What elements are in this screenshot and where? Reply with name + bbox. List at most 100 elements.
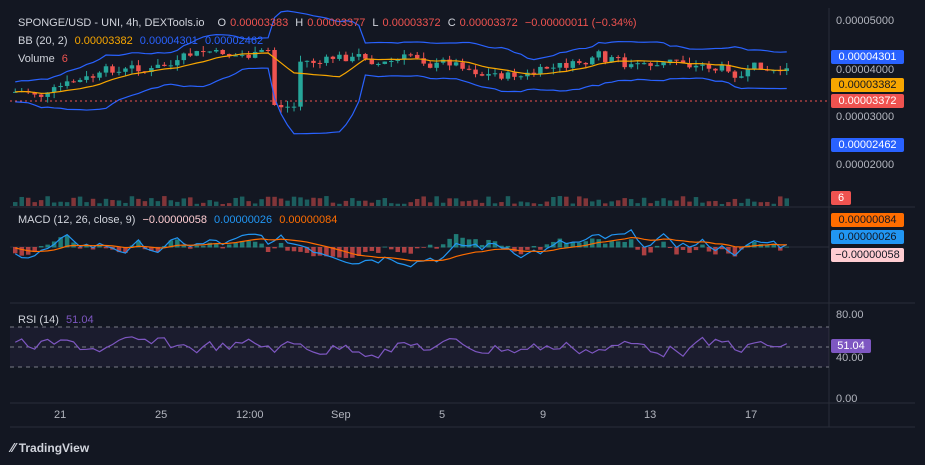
- candle-body: [226, 54, 232, 56]
- candle-body: [421, 58, 426, 64]
- volume-bar: [246, 201, 251, 206]
- candle-body: [486, 73, 491, 76]
- volume-bar: [499, 202, 504, 206]
- volume-bar: [654, 200, 660, 206]
- macd-hist-bar: [168, 240, 174, 248]
- volume-bar: [486, 196, 491, 206]
- macd-hist-bar: [427, 244, 433, 248]
- volume-bar: [466, 200, 472, 206]
- volume-bar: [58, 201, 63, 206]
- macd-hist-bar: [343, 247, 349, 258]
- price-tick: 0.00003000: [836, 111, 895, 123]
- candle-body: [706, 64, 712, 69]
- volume-bar: [363, 200, 368, 206]
- candle-body: [201, 51, 206, 53]
- volume-bar: [71, 197, 76, 206]
- volume-bar: [427, 202, 433, 206]
- bb-legend[interactable]: BB (20, 2) 0.00003382 0.00004301 0.00002…: [18, 35, 267, 47]
- volume-bar: [518, 201, 524, 206]
- volume-bar: [622, 198, 627, 206]
- volume-bar: [389, 203, 394, 206]
- macd-hist-bar: [317, 247, 323, 256]
- candle-body: [376, 63, 381, 65]
- candle-body: [602, 51, 608, 63]
- volume-bar: [149, 198, 154, 206]
- candle-body: [51, 87, 57, 93]
- macd-hist-bar: [136, 240, 141, 248]
- macd-signal-badge: 0.00000084: [831, 213, 904, 227]
- volume-bar: [207, 200, 212, 206]
- candle-body: [116, 71, 122, 73]
- volume-legend[interactable]: Volume 6: [18, 53, 72, 65]
- volume-bar: [479, 202, 485, 206]
- candle-body: [648, 63, 653, 66]
- volume-bar: [376, 199, 381, 206]
- volume-bar: [739, 202, 744, 206]
- candle-body: [693, 65, 699, 68]
- candle-body: [395, 59, 400, 61]
- macd-hist-bar: [661, 241, 666, 248]
- rsi-tick: 0.00: [836, 393, 858, 405]
- macd-legend[interactable]: MACD (12, 26, close, 9) −0.00000058 0.00…: [18, 214, 341, 226]
- macd-hist-bar: [453, 234, 459, 248]
- volume-bar: [473, 199, 478, 206]
- candle-body: [538, 66, 543, 74]
- volume-bar: [544, 201, 550, 206]
- candle-body: [557, 62, 563, 68]
- candle-body: [719, 64, 725, 71]
- macd-hist-bar: [350, 247, 355, 258]
- macd-hist-bar: [97, 245, 102, 248]
- candle-body: [628, 64, 634, 68]
- volume-bar: [317, 198, 323, 206]
- macd-hist-bar: [32, 247, 37, 252]
- volume-bar: [713, 200, 718, 206]
- volume-bar: [25, 197, 31, 206]
- macd-hist-bar: [285, 247, 290, 251]
- candle-body: [350, 56, 355, 62]
- rsi-tick: 40.00: [836, 352, 864, 364]
- candle-body: [97, 72, 102, 78]
- volume-bar: [771, 203, 777, 206]
- macd-hist-bar: [667, 247, 673, 249]
- macd-hist-bar: [726, 247, 731, 254]
- macd-hist-bar: [324, 247, 329, 257]
- macd-hist-bar: [739, 247, 744, 250]
- volume-bar: [298, 197, 303, 206]
- candle-body: [343, 54, 349, 62]
- macd-hist-bar: [615, 241, 621, 248]
- macd-hist-bar: [369, 247, 375, 251]
- volume-bar: [226, 203, 232, 206]
- macd-hist-bar: [252, 241, 258, 248]
- candle-body: [583, 62, 589, 65]
- volume-bar: [700, 202, 705, 206]
- rsi-legend[interactable]: RSI (14) 51.04: [18, 314, 98, 326]
- volume-bar: [19, 196, 24, 206]
- macd-hist-bar: [298, 247, 303, 252]
- macd-hist-bar: [201, 245, 206, 248]
- macd-hist-bar: [719, 247, 725, 250]
- macd-hist-bar: [414, 247, 420, 249]
- change-value: −0.00000011 (−0.34%): [524, 17, 637, 29]
- macd-hist-bar: [641, 247, 647, 256]
- macd-hist-bar: [226, 244, 232, 248]
- candle-body: [609, 57, 614, 63]
- volume-bar: [402, 203, 407, 206]
- macd-hist-bar: [752, 241, 757, 248]
- macd-hist-bar: [175, 239, 180, 248]
- macd-signal-line: [15, 236, 787, 262]
- volume-bar: [752, 201, 757, 206]
- macd-hist-bar: [784, 246, 789, 248]
- volume-value: 6: [61, 53, 68, 65]
- tradingview-logo[interactable]: ⁄⁄ TradingView: [11, 440, 89, 455]
- macd-hist-bar: [765, 244, 770, 248]
- volume-bar: [13, 202, 18, 206]
- volume-bar: [77, 196, 83, 206]
- macd-hist-bar: [771, 243, 777, 248]
- macd-hist-bar: [602, 243, 608, 248]
- macd-hist-bar: [103, 247, 109, 249]
- macd-hist-bar: [213, 243, 219, 248]
- volume-bar: [97, 203, 102, 206]
- candle-body: [680, 60, 686, 64]
- volume-bar: [557, 196, 563, 206]
